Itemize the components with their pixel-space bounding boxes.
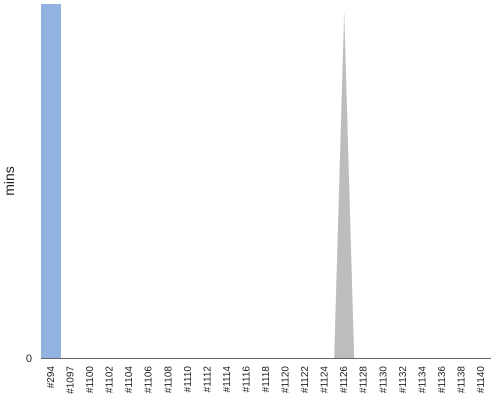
x-tick-label: #1126 (339, 366, 350, 394)
x-tick-label: #1100 (85, 366, 96, 394)
x-tick-label: #1122 (300, 366, 311, 394)
y-tick-label: 0 (26, 353, 32, 365)
x-tick-label: #1132 (398, 366, 409, 394)
x-tick-label: #1140 (476, 366, 487, 394)
x-tick-label: #294 (46, 366, 57, 389)
x-tick-label: #1114 (222, 366, 233, 393)
x-tick-layer: #294 #1097 #1100 #1102 #1104 #1106 #1108 #1110 #… (46, 366, 487, 394)
y-tick-layer: 0 (26, 353, 32, 365)
x-tick-label: #1106 (144, 366, 155, 394)
x-tick-label: #1110 (183, 366, 194, 393)
x-tick-label: #1108 (163, 366, 174, 394)
x-tick-label: #1102 (105, 366, 116, 394)
series-area-0 (41, 4, 355, 358)
x-tick-label: #1134 (417, 366, 428, 394)
x-tick-label: #1130 (378, 366, 389, 394)
x-tick-label: #1112 (202, 366, 213, 393)
x-tick-label: #1128 (359, 366, 370, 394)
x-tick-label: #1097 (66, 366, 77, 394)
series-area-1 (41, 4, 61, 358)
x-tick-label: #1138 (456, 366, 467, 394)
x-tick-label: #1136 (437, 366, 448, 394)
x-tick-label: #1120 (281, 366, 292, 394)
y-axis-label: mins (1, 166, 17, 196)
series-layer (41, 4, 355, 358)
x-tick-label: #1118 (261, 366, 272, 393)
x-tick-label: #1116 (241, 366, 252, 393)
x-tick-label: #1124 (320, 366, 331, 394)
x-tick-label: #1104 (124, 366, 135, 394)
